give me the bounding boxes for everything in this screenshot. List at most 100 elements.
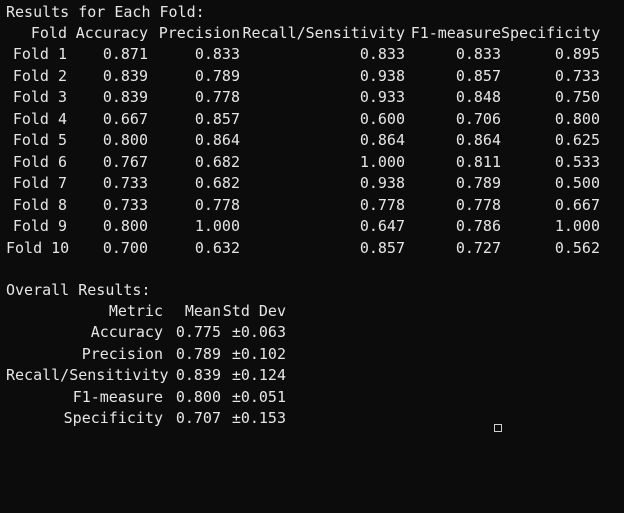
fold-label: Fold 3 (12, 88, 67, 106)
header-fold: Fold (30, 24, 67, 42)
specificity-value: 0.500 (554, 174, 600, 192)
table-row: Recall/Sensitivity 0.839 ±0.124 (6, 365, 306, 386)
table-row: F1-measure 0.800 ±0.051 (6, 387, 306, 408)
metric-name: F1-measure (72, 387, 163, 406)
f1-value: 0.789 (455, 174, 501, 192)
specificity-value: 0.533 (554, 152, 600, 171)
std-dev-value: ±0.063 (231, 323, 286, 341)
recall-value: 0.933 (359, 88, 405, 106)
mean-value: 0.800 (175, 387, 221, 406)
header-std-dev: Std Dev (222, 302, 286, 320)
f1-value: 0.848 (455, 88, 501, 106)
table-row: Fold 1 0.871 0.833 0.833 0.833 0.895 (6, 44, 618, 65)
fold-label: Fold 10 (6, 238, 70, 257)
specificity-value: 0.800 (554, 109, 600, 128)
table-row: Fold 4 0.667 0.857 0.600 0.706 0.800 (6, 109, 618, 130)
header-specificity: Specificity (501, 24, 601, 42)
recall-value: 0.938 (359, 174, 405, 192)
header-metric: Metric (108, 302, 163, 320)
accuracy-value: 0.767 (102, 152, 148, 171)
overall-table-header: Metric Mean Std Dev (6, 301, 306, 322)
overall-results-heading: Overall Results: (6, 281, 151, 299)
f1-value: 0.727 (455, 238, 501, 257)
recall-value: 0.864 (359, 131, 405, 149)
mean-value: 0.839 (175, 366, 221, 384)
precision-value: 0.778 (194, 88, 240, 106)
std-dev-value: ±0.124 (231, 366, 286, 384)
fold-label: Fold 5 (12, 131, 67, 149)
specificity-value: 0.750 (554, 88, 600, 106)
std-dev-value: ±0.153 (231, 409, 286, 427)
accuracy-value: 0.700 (102, 238, 148, 257)
recall-value: 0.600 (359, 109, 405, 128)
fold-results-heading: Results for Each Fold: (6, 3, 205, 21)
recall-value: 0.647 (359, 217, 405, 235)
accuracy-value: 0.733 (102, 195, 148, 214)
recall-value: 0.833 (359, 45, 405, 63)
mean-value: 0.775 (175, 323, 221, 341)
precision-value: 0.632 (194, 238, 240, 257)
fold-label: Fold 7 (12, 174, 67, 192)
metric-name: Accuracy (90, 323, 163, 341)
precision-value: 0.682 (194, 174, 240, 192)
fold-label: Fold 9 (12, 217, 67, 235)
f1-value: 0.833 (455, 45, 501, 63)
specificity-value: 0.733 (554, 66, 600, 85)
precision-value: 0.682 (194, 152, 240, 171)
f1-value: 0.864 (455, 131, 501, 149)
metric-name: Recall/Sensitivity (6, 366, 169, 384)
table-row: Fold 2 0.839 0.789 0.938 0.857 0.733 (6, 66, 618, 87)
recall-value: 0.778 (359, 195, 405, 214)
precision-value: 1.000 (194, 217, 240, 235)
table-row: Fold 9 0.800 1.000 0.647 0.786 1.000 (6, 216, 618, 237)
accuracy-value: 0.733 (102, 174, 148, 192)
accuracy-value: 0.839 (102, 88, 148, 106)
fold-label: Fold 8 (12, 195, 67, 214)
specificity-value: 0.625 (554, 131, 600, 149)
specificity-value: 1.000 (554, 217, 600, 235)
recall-value: 1.000 (359, 152, 405, 171)
f1-value: 0.857 (455, 66, 501, 85)
table-row: Fold 7 0.733 0.682 0.938 0.789 0.500 (6, 173, 618, 194)
mean-value: 0.789 (175, 344, 221, 363)
accuracy-value: 0.800 (102, 131, 148, 149)
std-dev-value: ±0.051 (231, 387, 286, 406)
fold-label: Fold 2 (12, 66, 67, 85)
fold-table-header: Fold Accuracy Precision Recall/Sensitivi… (6, 23, 618, 44)
header-mean: Mean (184, 302, 221, 320)
table-row: Fold 8 0.733 0.778 0.778 0.778 0.667 (6, 195, 618, 216)
specificity-value: 0.667 (554, 195, 600, 214)
precision-value: 0.778 (194, 195, 240, 214)
accuracy-value: 0.839 (102, 66, 148, 85)
accuracy-value: 0.800 (102, 217, 148, 235)
header-accuracy: Accuracy (75, 24, 148, 42)
f1-value: 0.778 (455, 195, 501, 214)
f1-value: 0.706 (455, 109, 501, 128)
recall-value: 0.938 (359, 66, 405, 85)
recall-value: 0.857 (359, 238, 405, 257)
precision-value: 0.857 (194, 109, 240, 128)
header-precision: Precision (158, 24, 240, 42)
table-row: Precision 0.789 ±0.102 (6, 344, 306, 365)
precision-value: 0.789 (194, 66, 240, 85)
accuracy-value: 0.871 (102, 45, 148, 63)
table-row: Fold 6 0.767 0.682 1.000 0.811 0.533 (6, 152, 618, 173)
specificity-value: 0.895 (554, 45, 600, 63)
header-recall: Recall/Sensitivity (242, 24, 405, 42)
fold-label: Fold 1 (12, 45, 67, 63)
accuracy-value: 0.667 (102, 109, 148, 128)
header-f1: F1-measure (410, 24, 501, 42)
mean-value: 0.707 (175, 409, 221, 427)
table-row: Fold 10 0.700 0.632 0.857 0.727 0.562 (6, 238, 618, 259)
metric-name: Precision (81, 344, 163, 363)
table-row: Fold 3 0.839 0.778 0.933 0.848 0.750 (6, 87, 618, 108)
precision-value: 0.864 (194, 131, 240, 149)
std-dev-value: ±0.102 (231, 344, 286, 363)
metric-name: Specificity (63, 409, 163, 427)
precision-value: 0.833 (194, 45, 240, 63)
f1-value: 0.786 (455, 217, 501, 235)
table-row: Fold 5 0.800 0.864 0.864 0.864 0.625 (6, 130, 618, 151)
f1-value: 0.811 (455, 152, 501, 171)
text-cursor (494, 424, 502, 432)
table-row: Specificity 0.707 ±0.153 (6, 408, 306, 429)
